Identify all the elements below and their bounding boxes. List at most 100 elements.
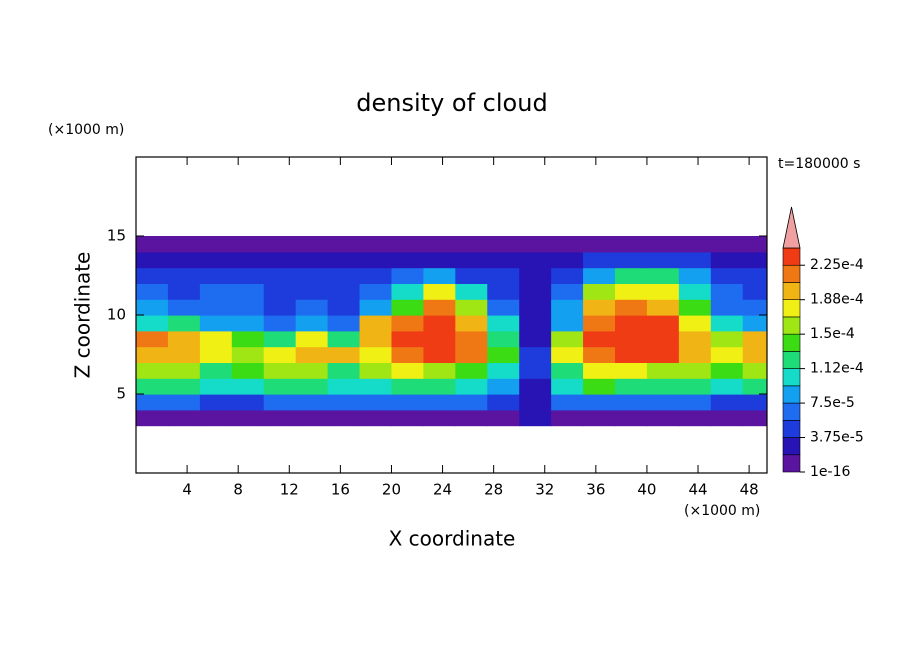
contour-cell [455,267,488,284]
contour-cell [455,362,488,379]
contour-cell [487,330,520,348]
contour-cell [359,346,393,363]
contour-cell [199,267,233,284]
contour-cell [678,409,712,427]
contour-cell [359,409,393,427]
contour-cell [231,283,265,300]
contour-cell [136,362,169,379]
contour-cell [359,330,393,348]
contour-cell [455,236,488,253]
x-tick-label: 44 [688,481,707,499]
contour-cell [327,378,361,395]
contour-cell [231,299,265,316]
contour-cell [423,251,456,269]
contour-cell [391,236,424,253]
contour-cell [742,362,767,379]
contour-cell [263,378,297,395]
contour-cell [742,236,767,253]
contour-cell [231,394,265,411]
contour-cell [583,267,616,284]
contour-cell [519,236,552,253]
contour-cell [646,378,680,395]
contour-cell [614,283,648,300]
contour-cell [455,299,488,316]
contour-cell [167,378,201,395]
contour-cell [359,251,393,269]
contour-cell [167,236,201,253]
contour-cell [710,378,744,395]
contour-cell [487,346,520,363]
contour-cell [519,409,552,427]
contour-cell [742,267,767,284]
contour-cell [199,251,233,269]
x-tick-label: 24 [433,481,452,499]
contour-cell [742,378,767,395]
contour-cell [519,283,552,300]
contour-cell [295,283,329,300]
contour-cell [710,330,744,348]
contour-cell [391,330,424,348]
contour-cell [167,409,201,427]
contour-cell [551,394,584,411]
contour-cell [327,283,361,300]
contour-cell [295,251,329,269]
contour-cell [583,362,616,379]
contour-cell [136,394,169,411]
contour-cell [742,409,767,427]
contour-cell [136,267,169,284]
contour-cell [487,267,520,284]
contour-cell [614,251,648,269]
contour-cell [167,267,201,284]
contour-cell [231,267,265,284]
contour-cell [136,346,169,363]
contour-cell [551,362,584,379]
x-tick-label: 12 [280,481,299,499]
colorbar-band [782,282,801,300]
contour-cell [327,409,361,427]
contour-cell [646,394,680,411]
contour-cell [678,251,712,269]
contour-cell [199,315,233,332]
colorbar-band [782,437,801,456]
contour-cell [678,267,712,284]
contour-cell [423,409,456,427]
contour-cell [551,378,584,395]
contour-cell [327,251,361,269]
contour-cell [327,330,361,348]
contour-cell [423,330,456,348]
contour-cell [423,394,456,411]
contour-cell [646,409,680,427]
contour-cell [167,394,201,411]
contour-cell [231,378,265,395]
contour-cell [391,409,424,427]
contour-cell [391,362,424,379]
contour-cell [678,315,712,332]
contour-cell [487,236,520,253]
contour-cell [327,267,361,284]
contour-cell [583,346,616,363]
x-tick-label: 48 [740,481,759,499]
contour-cell [583,394,616,411]
contour-cell [167,346,201,363]
contour-cell [646,251,680,269]
contour-cell [742,251,767,269]
contour-cell [583,299,616,316]
contour-cell [295,346,329,363]
contour-cell [295,267,329,284]
contour-cell [742,394,767,411]
contour-cell [455,409,488,427]
x-tick-label: 16 [331,481,350,499]
contour-cell [391,267,424,284]
contour-cell [487,299,520,316]
contour-cell [295,409,329,427]
colorbar-band [782,420,801,438]
contour-cell [551,267,584,284]
contour-cell [455,283,488,300]
contour-cell [327,299,361,316]
contour-cell [423,362,456,379]
contour-cell [742,346,767,363]
contour-cell [391,299,424,316]
contour-cell [423,267,456,284]
contour-cell [519,378,552,395]
